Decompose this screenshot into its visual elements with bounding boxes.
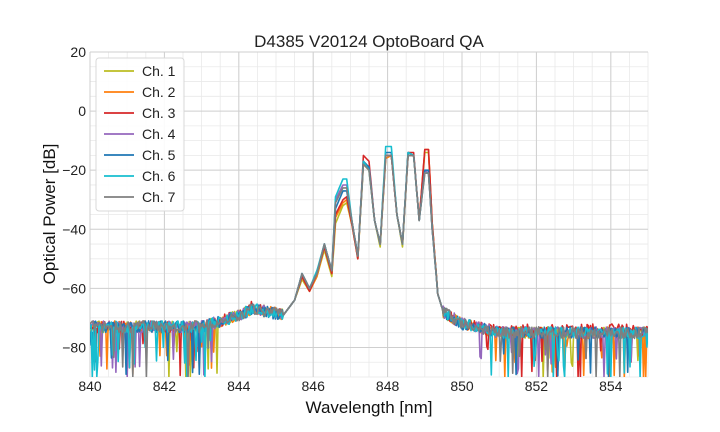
y-tick-label: −60 [62, 280, 86, 296]
x-tick-label: 854 [599, 378, 623, 394]
y-tick-label: 0 [78, 103, 86, 119]
series-line-7 [90, 154, 648, 377]
major-grid [89, 51, 648, 377]
x-tick-label: 844 [227, 378, 251, 394]
chart-title: D4385 V20124 OptoBoard QA [254, 32, 484, 51]
legend-label: Ch. 1 [142, 63, 176, 79]
series-layer [90, 145, 648, 377]
legend: Ch. 1 Ch. 2 Ch. 3 Ch. 4 Ch. 5 Ch. 6 Ch. 7 [95, 57, 185, 212]
y-axis-title: Optical Power [dB] [40, 144, 59, 285]
legend-label: Ch. 5 [142, 147, 176, 163]
x-tick-label: 848 [376, 378, 400, 394]
legend-label: Ch. 7 [142, 189, 176, 205]
legend-label: Ch. 6 [142, 168, 176, 184]
legend-label: Ch. 4 [142, 126, 176, 142]
x-tick-label: 840 [78, 378, 102, 394]
y-tick-label: −20 [62, 162, 86, 178]
x-axis-title: Wavelength [nm] [306, 398, 433, 417]
x-tick-label: 846 [302, 378, 326, 394]
y-tick-label: −40 [62, 221, 86, 237]
tick-labels: 840 842 844 846 848 850 852 854 20 0 −20 −40 −60 −80 [62, 44, 622, 394]
x-tick-label: 850 [450, 378, 474, 394]
legend-label: Ch. 3 [142, 105, 176, 121]
x-tick-label: 852 [525, 378, 549, 394]
y-tick-label: 20 [70, 44, 86, 60]
y-tick-label: −80 [62, 339, 86, 355]
x-tick-label: 842 [153, 378, 177, 394]
legend-box [95, 57, 185, 212]
legend-label: Ch. 2 [142, 84, 176, 100]
